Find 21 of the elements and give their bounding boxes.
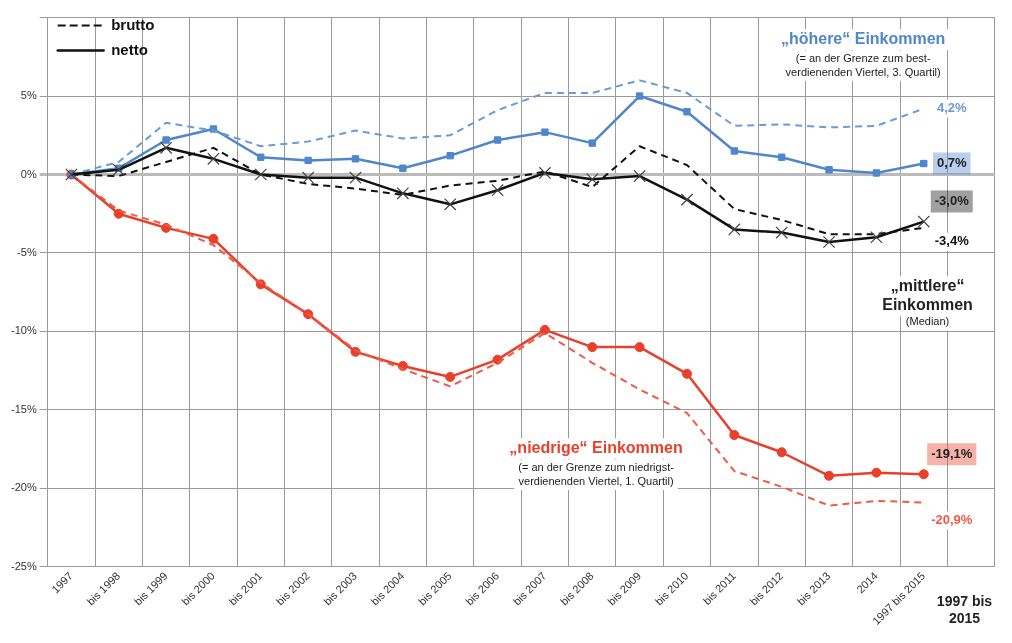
legend-label: netto — [111, 40, 148, 58]
data-label: 4,2% — [936, 100, 968, 116]
y-tick-label: 5% — [20, 89, 37, 102]
annotation: (Median) — [905, 315, 950, 328]
y-tick-label: -20% — [10, 481, 37, 494]
annotation: „mittlere“ Einkommen — [882, 277, 973, 314]
annotation: (= an der Grenze zum niedrigst- verdienenden Viertel, 1. Quartil) — [518, 460, 675, 487]
data-label: -19,1% — [931, 445, 973, 461]
annotation: (= an der Grenze zum best- verdienenden Viertel, 3. Quartil) — [785, 51, 941, 78]
data-label: -3,4% — [934, 233, 970, 249]
y-tick-label: -25% — [10, 559, 37, 572]
annotation: „höhere“ Einkommen — [780, 29, 946, 47]
y-tick-label: 0% — [20, 167, 37, 180]
y-tick-label: -5% — [17, 246, 37, 258]
y-tick-label: -15% — [10, 402, 37, 415]
data-label: -20,9% — [931, 512, 973, 528]
annotation: „niedrige“ Einkommen — [509, 439, 683, 457]
legend-label: brutto — [111, 15, 155, 33]
data-label: -3,0% — [934, 193, 970, 209]
data-label: 0,7% — [936, 155, 968, 171]
y-tick-label: -10% — [10, 324, 37, 337]
